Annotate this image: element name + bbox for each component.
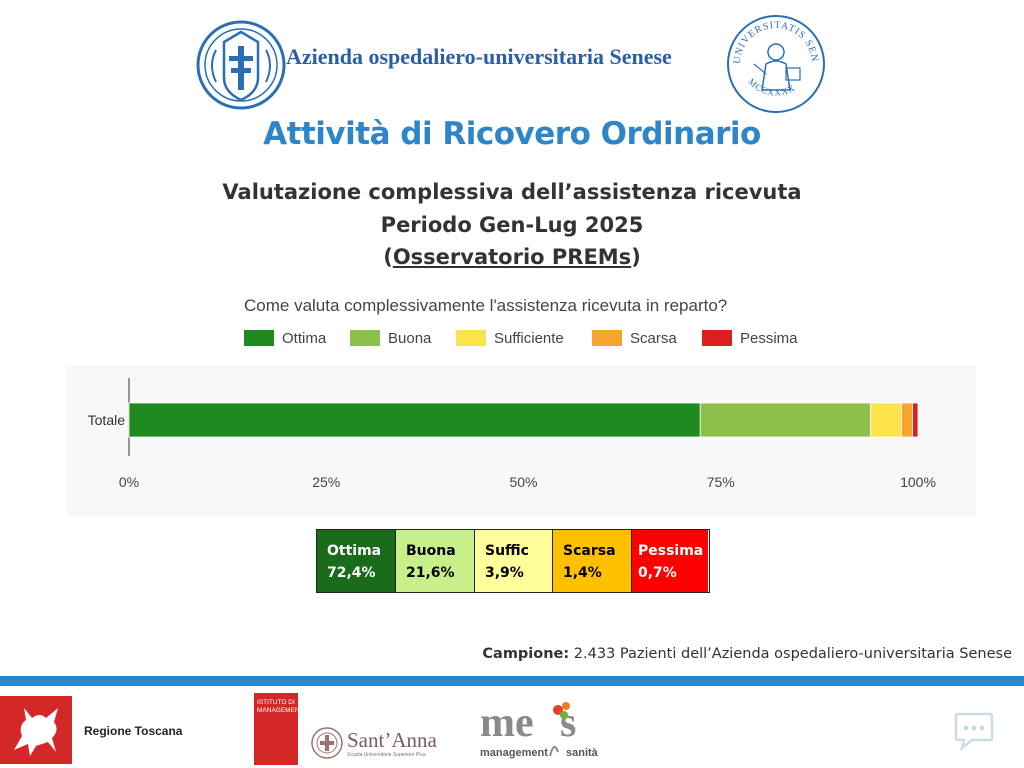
summary-label: Suffic xyxy=(485,543,529,559)
bar-segment-pessima xyxy=(912,402,919,438)
svg-text:me: me xyxy=(480,700,534,746)
category-label: Totale xyxy=(88,412,126,428)
sample-text: 2.433 Pazienti dell’Azienda ospedaliero-… xyxy=(569,646,1012,662)
legend-item-sufficiente: Sufficiente xyxy=(456,328,564,348)
chart-title: Come valuta complessivamente l'assistenz… xyxy=(244,296,728,315)
sample-label: Campione: xyxy=(482,646,570,662)
page-title: Attività di Ricovero Ordinario xyxy=(263,116,761,152)
summary-value: 1,4% xyxy=(563,565,602,581)
mes-text-left: management xyxy=(480,747,548,759)
x-tick-label: 50% xyxy=(509,474,537,490)
legend-label: Pessima xyxy=(740,329,798,347)
legend-swatch xyxy=(702,330,732,346)
footer-divider xyxy=(0,676,1024,686)
summary-value: 21,6% xyxy=(406,565,455,581)
summary-value: 0,7% xyxy=(638,565,677,581)
legend-swatch xyxy=(350,330,380,346)
sssa-seal-icon xyxy=(310,726,344,760)
bar-segment-sufficiente xyxy=(870,402,902,438)
summary-label: Ottima xyxy=(327,543,382,559)
bar-segment-ottima xyxy=(128,402,701,438)
sample-note: Campione: 2.433 Pazienti dell’Azienda os… xyxy=(482,646,1012,662)
pegasus-icon xyxy=(0,696,72,764)
university-seal-icon: UNIVERSITATIS SENARUM MCCXXXX xyxy=(719,4,828,116)
chat-bubble-icon[interactable] xyxy=(952,708,996,752)
legend-label: Scarsa xyxy=(630,329,677,347)
bar-segment-scarsa xyxy=(901,402,913,438)
mes-text-right: sanità xyxy=(566,747,599,759)
legend-label: Ottima xyxy=(282,329,327,347)
legend-item-ottima: Ottima xyxy=(244,328,326,348)
x-tick-label: 25% xyxy=(312,474,340,490)
legend-label: Buona xyxy=(388,329,432,347)
regione-toscana-label: Regione Toscana xyxy=(84,724,183,738)
hospital-crest-icon xyxy=(196,20,286,110)
x-tick-label: 0% xyxy=(119,474,139,490)
legend-label: Sufficiente xyxy=(494,329,564,347)
summary-table: Ottima 72,4% Buona 21,6% Suffic 3,9% Sca… xyxy=(316,529,710,593)
stacked-bar-chart: Totale 0% 25% 50% 75% 100% xyxy=(88,378,936,490)
summary-cell-buona: Buona 21,6% xyxy=(396,530,475,592)
sssa-box-label: ISTITUTO DI MANAGEMENT xyxy=(257,699,304,714)
paren-open: ( xyxy=(383,245,393,269)
summary-label: Buona xyxy=(406,543,456,559)
summary-label: Pessima xyxy=(638,543,704,559)
bar-segment-buona xyxy=(699,402,872,438)
legend-swatch xyxy=(244,330,274,346)
legend-swatch xyxy=(592,330,622,346)
hospital-name: Azienda ospedaliero-universitaria Senese xyxy=(286,44,672,69)
x-tick-label: 100% xyxy=(900,474,936,490)
x-tick-label: 75% xyxy=(707,474,735,490)
legend-item-scarsa: Scarsa xyxy=(592,328,677,348)
chart-panel: Totale 0% 25% 50% 75% 100% xyxy=(66,366,976,516)
summary-cell-scarsa: Scarsa 1,4% xyxy=(553,530,632,592)
legend-item-buona: Buona xyxy=(350,328,431,348)
mes-logo-icon: me s management sanità xyxy=(478,700,608,762)
observatory-link[interactable]: Osservatorio PREMs xyxy=(392,245,632,269)
subtitle-line-3: (Osservatorio PREMs) xyxy=(0,245,1024,269)
summary-value: 72,4% xyxy=(327,565,376,581)
sssa-subtitle: Scuola Universitaria Superiore Pisa xyxy=(347,752,426,758)
summary-value: 3,9% xyxy=(485,565,524,581)
subtitle-line-2: Periodo Gen-Lug 2025 xyxy=(380,213,644,237)
sssa-logo-box xyxy=(254,693,298,765)
paren-close: ) xyxy=(631,245,641,269)
summary-cell-ottima: Ottima 72,4% xyxy=(317,530,396,592)
legend-item-pessima: Pessima xyxy=(702,328,798,348)
sssa-name: Sant’Anna xyxy=(347,728,437,752)
summary-label: Scarsa xyxy=(563,543,616,559)
summary-cell-pessima: Pessima 0,7% xyxy=(632,530,708,592)
summary-cell-sufficiente: Suffic 3,9% xyxy=(475,530,553,592)
legend-swatch xyxy=(456,330,486,346)
subtitle-line-1: Valutazione complessiva dell’assistenza … xyxy=(222,180,802,204)
